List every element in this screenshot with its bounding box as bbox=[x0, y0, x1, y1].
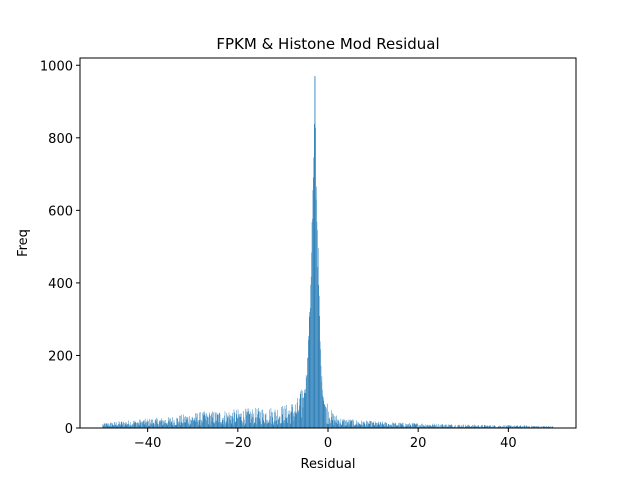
x-tick-label: −40 bbox=[134, 436, 161, 451]
y-axis-ticks: 0 200 400 600 800 1000 bbox=[40, 59, 80, 437]
y-tick-label: 400 bbox=[48, 277, 73, 292]
y-tick-label: 1000 bbox=[40, 59, 73, 74]
y-tick-label: 600 bbox=[48, 204, 73, 219]
y-tick-label: 800 bbox=[48, 132, 73, 147]
x-axis-ticks: −40 −20 0 20 40 bbox=[134, 428, 517, 451]
chart-title: FPKM & Histone Mod Residual bbox=[216, 35, 439, 53]
y-tick-label: 200 bbox=[48, 349, 73, 364]
x-axis-label: Residual bbox=[301, 457, 356, 472]
histogram-bars bbox=[102, 76, 554, 429]
x-tick-label: 20 bbox=[410, 436, 427, 451]
y-tick-label: 0 bbox=[65, 422, 73, 437]
y-axis-label: Freq bbox=[16, 229, 31, 257]
x-tick-label: −20 bbox=[224, 436, 251, 451]
x-tick-label: 0 bbox=[324, 436, 332, 451]
x-tick-label: 40 bbox=[500, 436, 517, 451]
